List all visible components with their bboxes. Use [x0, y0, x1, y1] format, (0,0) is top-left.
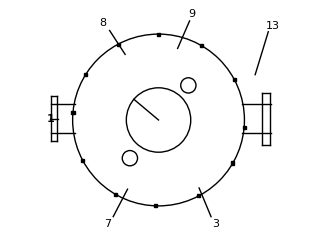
Text: 13: 13 [266, 21, 280, 31]
Text: 8: 8 [99, 18, 106, 28]
Bar [114, 193, 117, 196]
Bar [117, 43, 120, 46]
Text: 7: 7 [104, 219, 111, 229]
Bar [84, 73, 87, 76]
Bar [231, 161, 235, 164]
Bar [71, 111, 74, 114]
Bar [242, 126, 246, 129]
Text: 1: 1 [47, 114, 55, 124]
Bar [233, 78, 236, 81]
Bar [200, 44, 203, 47]
Text: 9: 9 [189, 9, 195, 19]
Bar [81, 159, 84, 162]
Bar [154, 204, 157, 207]
Text: 3: 3 [212, 219, 219, 229]
Bar [157, 33, 160, 36]
Bar [197, 194, 200, 197]
